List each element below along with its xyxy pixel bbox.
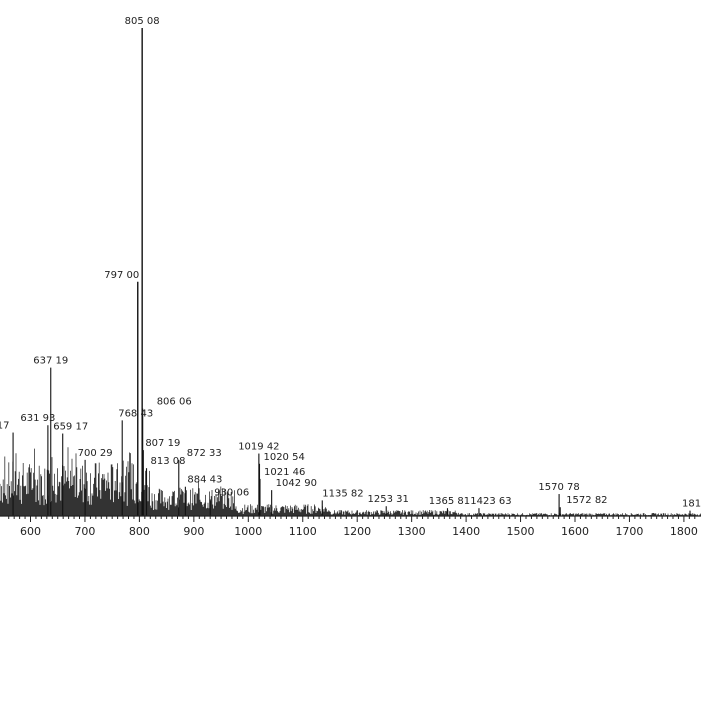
x-tick-label: 700 xyxy=(74,525,95,538)
x-tick-label: 1300 xyxy=(398,525,426,538)
peak-label: 1135 82 xyxy=(322,488,363,499)
peak-label: 1423 63 xyxy=(470,496,511,507)
x-tick-label: 1700 xyxy=(615,525,643,538)
peak-label: 637 19 xyxy=(33,356,68,367)
peak-label: 1365 81 xyxy=(429,496,470,507)
peak-label: 1572 82 xyxy=(566,495,607,506)
peak-labels: 17 631 93 637 19 659 17 700 29 768 43 797 00 80… xyxy=(0,16,701,510)
x-tick-label: 1500 xyxy=(507,525,535,538)
x-tick-label: 1400 xyxy=(452,525,480,538)
x-tick-label: 1200 xyxy=(343,525,371,538)
x-tick-label: 900 xyxy=(183,525,204,538)
peak-label: 806 06 xyxy=(157,397,192,408)
x-tick-label: 800 xyxy=(129,525,150,538)
peak-label: 1811 2 xyxy=(682,499,701,510)
spectrum-peaks xyxy=(12,28,691,516)
peak-label: 1570 78 xyxy=(538,482,579,493)
peak-label: 1020 54 xyxy=(263,452,304,463)
peak-label: 872 33 xyxy=(187,448,222,459)
peak-label: 1042 90 xyxy=(276,478,317,489)
x-axis-ticks: 600 700 800 900 1000 1100 1200 1300 1400 1500 1600… xyxy=(8,516,698,538)
peak-label: 813 08 xyxy=(151,456,186,467)
peak-label: 700 29 xyxy=(78,448,113,459)
x-tick-label: 1800 xyxy=(670,525,698,538)
peak-label: 1021 46 xyxy=(264,467,305,478)
peak-label: 768 43 xyxy=(118,408,153,419)
peak-label: 659 17 xyxy=(53,422,88,433)
peak-label: 631 93 xyxy=(20,413,55,424)
peak-label: 805 08 xyxy=(125,16,160,27)
x-tick-label: 1000 xyxy=(234,525,262,538)
peak-label: 807 19 xyxy=(145,438,180,449)
peak-label: 1019 42 xyxy=(238,442,279,453)
peak-label: 930 06 xyxy=(214,487,249,498)
x-tick-label: 600 xyxy=(20,525,41,538)
peak-label: 1253 31 xyxy=(368,494,409,505)
peak-label: 797 00 xyxy=(104,270,139,281)
x-tick-label: 1100 xyxy=(289,525,317,538)
x-tick-label: 1600 xyxy=(561,525,589,538)
peak-label: 17 xyxy=(0,421,9,432)
peak-label: 884 43 xyxy=(187,475,222,486)
